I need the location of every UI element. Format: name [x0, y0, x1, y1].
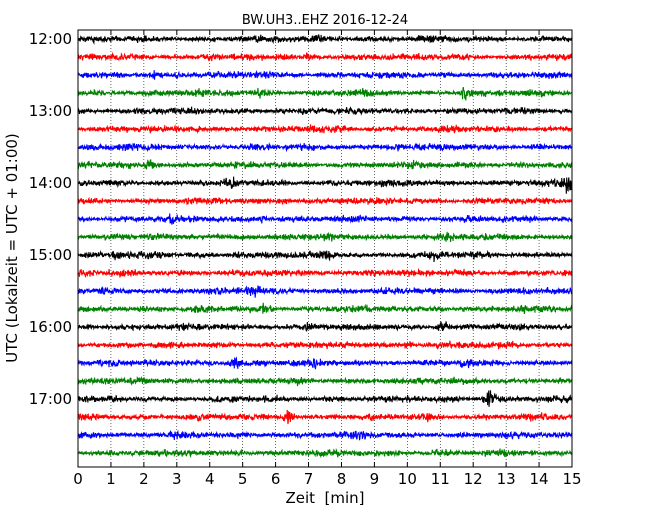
x-tick-label: 3	[172, 470, 182, 488]
seismic-trace	[77, 34, 573, 45]
seismic-trace	[77, 390, 573, 407]
seismic-trace	[77, 124, 573, 134]
y-axis-title: UTC (Lokalzeit = UTC + 01:00)	[3, 133, 21, 363]
x-tick-label: 6	[271, 470, 281, 488]
y-tick-label: 17:00	[29, 390, 72, 408]
seismic-trace	[77, 302, 573, 315]
y-tick-label: 13:00	[29, 102, 72, 120]
seismic-trace	[77, 231, 573, 243]
x-tick-label: 7	[304, 470, 314, 488]
seismic-trace	[77, 409, 573, 425]
seismic-trace	[77, 340, 573, 350]
seismic-trace	[77, 142, 573, 153]
seismic-trace	[77, 429, 573, 441]
x-tick-label: 9	[370, 470, 380, 488]
x-tick-label: 5	[238, 470, 248, 488]
y-tick-label: 14:00	[29, 174, 72, 192]
seismic-trace	[77, 267, 573, 278]
seismic-trace	[77, 51, 573, 62]
seismic-trace	[77, 159, 573, 170]
minute-grid	[110, 30, 540, 467]
x-axis: 0 1 2 3 4 5 6 7 8 9 10 11 12 13 14 15	[73, 30, 582, 488]
seismic-trace	[77, 87, 573, 101]
seismic-trace	[77, 249, 573, 262]
plot-frame	[77, 29, 573, 468]
seismic-trace	[77, 375, 573, 387]
seismic-trace	[77, 321, 573, 332]
seismic-trace	[77, 106, 573, 116]
x-tick-label: 2	[139, 470, 149, 488]
seismic-trace	[77, 196, 573, 206]
seismic-trace	[77, 176, 573, 194]
x-axis-title: Zeit [min]	[285, 489, 364, 507]
x-tick-label: 1	[106, 470, 116, 488]
seismic-trace	[77, 69, 573, 80]
x-tick-label: 12	[464, 470, 483, 488]
y-tick-label: 15:00	[29, 246, 72, 264]
y-axis: 12:00 13:00 14:00 15:00 16:00 17:00	[29, 30, 572, 408]
seismic-trace	[77, 356, 573, 370]
x-tick-label: 10	[398, 470, 417, 488]
x-tick-label: 0	[73, 470, 83, 488]
x-tick-label: 13	[497, 470, 516, 488]
x-tick-label: 15	[562, 470, 581, 488]
seismic-trace	[77, 285, 573, 298]
y-tick-label: 12:00	[29, 30, 72, 48]
x-tick-label: 4	[205, 470, 215, 488]
seismic-trace	[77, 448, 573, 459]
x-tick-label: 8	[337, 470, 347, 488]
x-tick-label: 11	[431, 470, 450, 488]
x-tick-label: 14	[530, 470, 549, 488]
chart-title: BW.UH3..EHZ 2016-12-24	[242, 13, 408, 28]
y-tick-label: 16:00	[29, 318, 72, 336]
seismic-traces	[77, 34, 573, 459]
seismic-trace	[77, 213, 573, 225]
